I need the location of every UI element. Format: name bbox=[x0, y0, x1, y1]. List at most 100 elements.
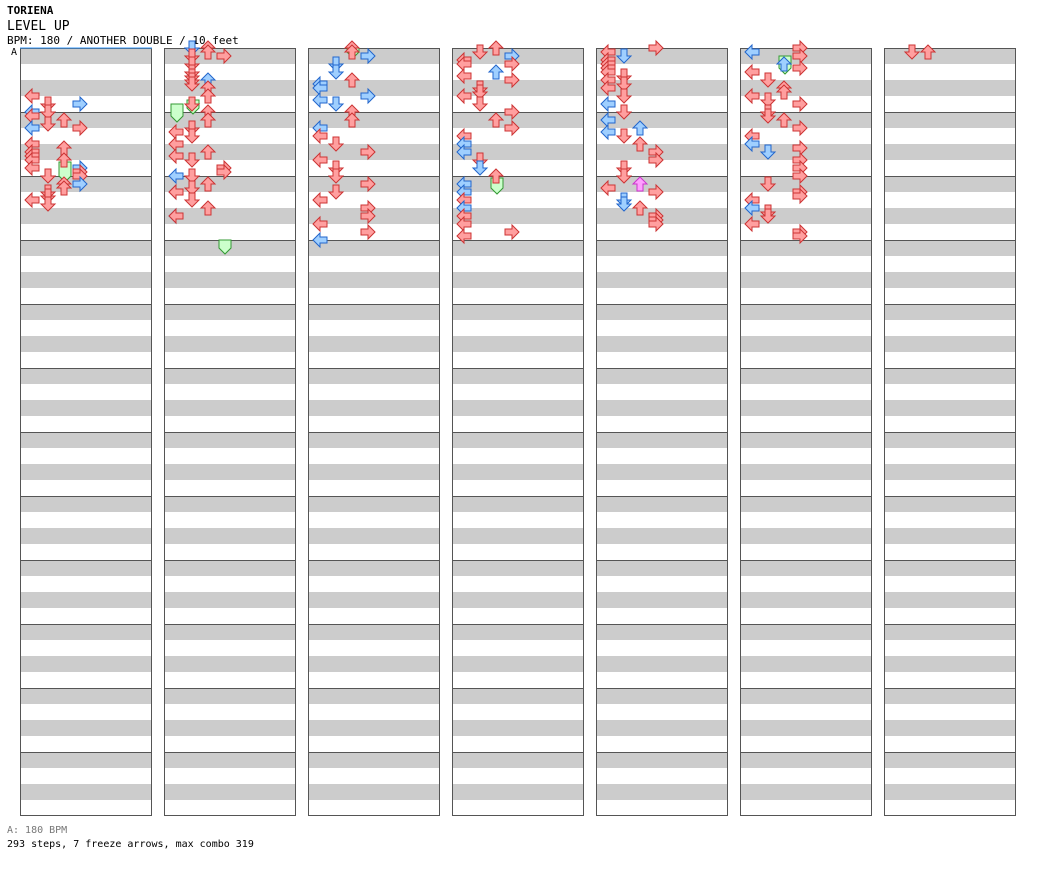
beat-shade bbox=[884, 208, 1016, 224]
beat-shade bbox=[308, 592, 440, 608]
step-arrow-left bbox=[24, 87, 40, 105]
beat-shade bbox=[452, 688, 584, 704]
beat-shade bbox=[740, 560, 872, 576]
beat-shade bbox=[164, 272, 296, 288]
arrow-shape bbox=[168, 183, 184, 201]
beat-shade bbox=[164, 784, 296, 800]
step-arrow-down bbox=[471, 160, 489, 176]
step-arrow-right bbox=[360, 87, 376, 105]
step-arrow-down bbox=[183, 180, 201, 196]
beat-shade bbox=[20, 80, 152, 96]
beat-shade bbox=[740, 592, 872, 608]
chart-column-border bbox=[452, 48, 584, 816]
beat-shade bbox=[452, 112, 584, 128]
beat-shade bbox=[164, 624, 296, 640]
beat-shade bbox=[20, 240, 152, 256]
beat-shade bbox=[20, 784, 152, 800]
beat-shade bbox=[452, 240, 584, 256]
step-arrow-right bbox=[504, 55, 520, 73]
step-arrow-up bbox=[199, 200, 217, 216]
step-arrow-left bbox=[312, 215, 328, 233]
step-arrow-right bbox=[360, 207, 376, 225]
step-arrow-up bbox=[631, 136, 649, 152]
beat-shade bbox=[164, 176, 296, 192]
arrow-shape bbox=[615, 76, 633, 92]
beat-shade bbox=[884, 656, 1016, 672]
arrow-shape bbox=[903, 44, 921, 60]
arrow-shape bbox=[487, 112, 505, 128]
step-arrow-left bbox=[456, 227, 472, 245]
beat-shade bbox=[20, 720, 152, 736]
beat-shade bbox=[308, 784, 440, 800]
arrow-shape bbox=[199, 176, 217, 192]
beat-shade bbox=[20, 624, 152, 640]
beat-shade bbox=[308, 304, 440, 320]
beat-shade bbox=[20, 400, 152, 416]
arrow-shape bbox=[631, 200, 649, 216]
arrow-shape bbox=[456, 143, 472, 161]
arrow-shape bbox=[183, 152, 201, 168]
arrow-shape bbox=[199, 88, 217, 104]
beat-shade bbox=[596, 336, 728, 352]
beat-shade bbox=[740, 400, 872, 416]
step-arrow-up bbox=[487, 40, 505, 56]
arrow-shape bbox=[759, 72, 777, 88]
beat-shade bbox=[452, 496, 584, 512]
arrow-shape bbox=[631, 136, 649, 152]
beat-shade bbox=[308, 432, 440, 448]
beat-shade bbox=[596, 304, 728, 320]
step-arrow-left bbox=[24, 159, 40, 177]
arrow-shape bbox=[456, 67, 472, 85]
beat-shade bbox=[884, 464, 1016, 480]
step-arrow-right bbox=[648, 151, 664, 169]
step-arrow-right bbox=[360, 47, 376, 65]
arrow-shape bbox=[471, 44, 489, 60]
arrow-shape bbox=[759, 144, 777, 160]
beat-shade bbox=[884, 48, 1016, 64]
arrow-shape bbox=[327, 96, 345, 112]
step-arrow-up bbox=[343, 112, 361, 128]
arrow-shape bbox=[327, 184, 345, 200]
bpm-footer: A: 180 BPM bbox=[7, 825, 68, 836]
beat-shade bbox=[596, 400, 728, 416]
arrow-shape bbox=[24, 159, 40, 177]
beat-shade bbox=[740, 528, 872, 544]
beat-shade bbox=[884, 688, 1016, 704]
arrow-shape bbox=[487, 40, 505, 56]
arrow-shape bbox=[600, 79, 616, 97]
arrow-shape bbox=[615, 128, 633, 144]
step-arrow-down bbox=[759, 208, 777, 224]
step-arrow-right bbox=[360, 223, 376, 241]
arrow-shape bbox=[600, 179, 616, 197]
step-arrow-left bbox=[168, 147, 184, 165]
beat-shade bbox=[884, 496, 1016, 512]
arrow-shape bbox=[792, 187, 808, 205]
arrow-shape bbox=[183, 192, 201, 208]
arrow-shape bbox=[72, 175, 88, 193]
step-arrow-right bbox=[792, 227, 808, 245]
arrow-shape bbox=[55, 112, 73, 128]
beat-shade bbox=[596, 464, 728, 480]
step-arrow-down bbox=[903, 44, 921, 60]
freeze-arrow bbox=[218, 239, 232, 255]
arrow-shape bbox=[775, 112, 793, 128]
arrow-shape bbox=[792, 167, 808, 185]
chart-meta: BPM: 180 / ANOTHER DOUBLE / 10 feet bbox=[7, 34, 239, 47]
beat-shade bbox=[308, 688, 440, 704]
arrow-shape bbox=[183, 76, 201, 92]
step-arrow-up bbox=[487, 168, 505, 184]
arrow-shape bbox=[792, 119, 808, 137]
arrow-shape bbox=[919, 44, 937, 60]
beat-shade bbox=[20, 336, 152, 352]
beat-shade bbox=[164, 752, 296, 768]
arrow-shape bbox=[55, 152, 73, 168]
arrow-shape bbox=[360, 47, 376, 65]
arrow-shape bbox=[504, 103, 520, 121]
arrow-shape bbox=[312, 191, 328, 209]
beat-shade bbox=[20, 592, 152, 608]
beat-shade bbox=[452, 336, 584, 352]
beat-shade bbox=[740, 80, 872, 96]
beat-shade bbox=[884, 624, 1016, 640]
beat-shade bbox=[452, 432, 584, 448]
